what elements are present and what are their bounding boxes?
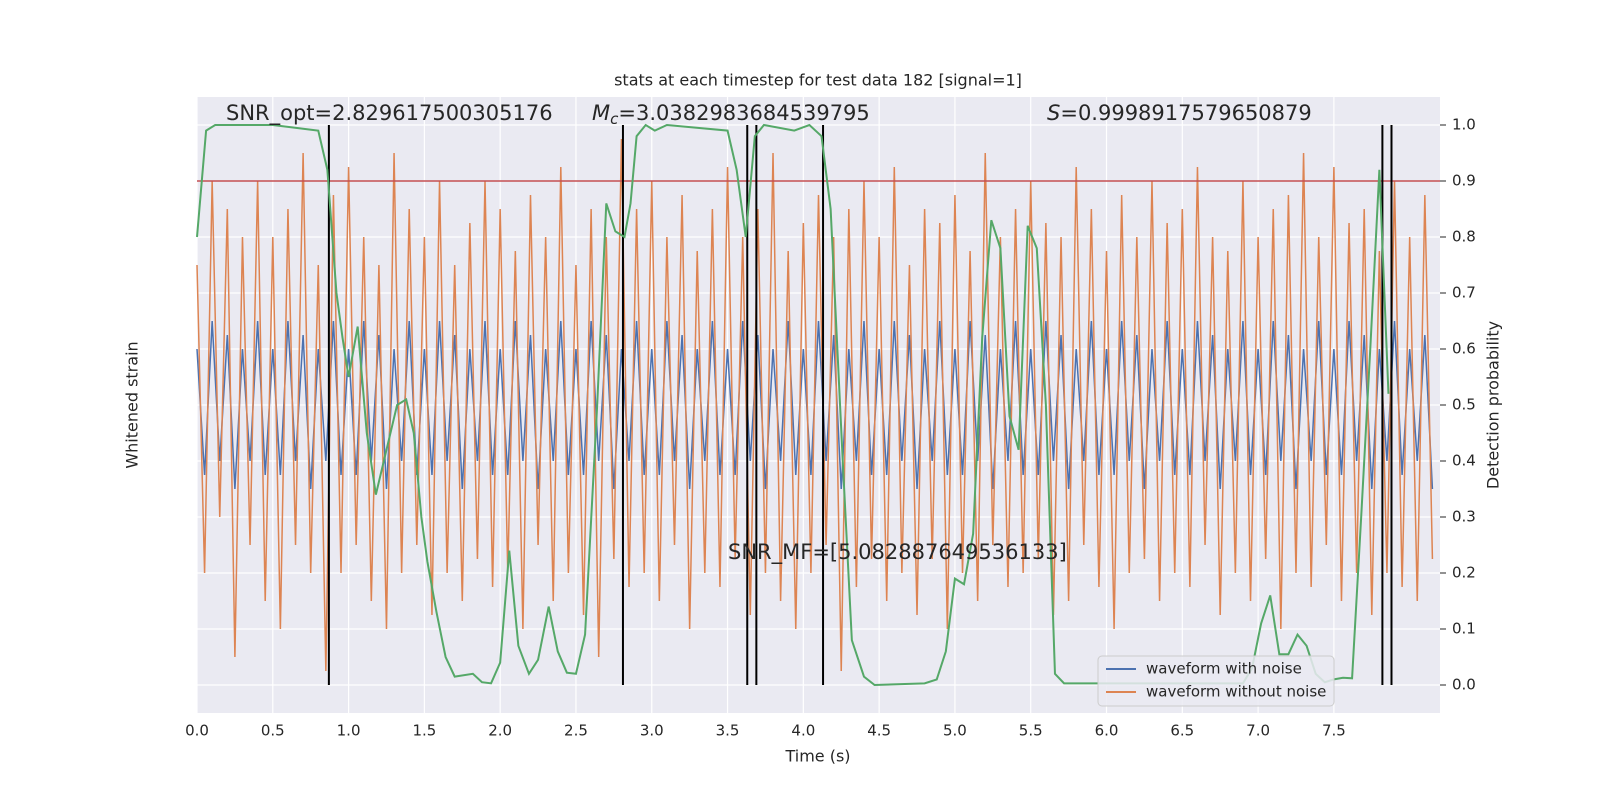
y2-axis-label: Detection probability xyxy=(1484,321,1503,489)
annotation-value: =0.9998917579650879 xyxy=(1060,101,1311,125)
annotation-value: =3.0382983684539795 xyxy=(618,101,869,125)
y2-tick-label: 0.2 xyxy=(1452,564,1476,582)
y2-tick-label: 0.1 xyxy=(1452,620,1476,638)
x-tick-label: 5.0 xyxy=(943,722,967,740)
x-tick-label: 6.0 xyxy=(1095,722,1119,740)
y2-tick-label: 0.8 xyxy=(1452,228,1476,246)
y2-tick-label: 1.0 xyxy=(1452,116,1476,134)
annotation: S=0.9998917579650879 xyxy=(1047,101,1312,125)
legend-box xyxy=(1097,655,1335,707)
x-axis-label: Time (s) xyxy=(784,747,850,766)
strain-line xyxy=(196,138,1434,672)
y2-tick-label: 0.3 xyxy=(1452,508,1476,526)
annotation: SNR_opt=2.829617500305176 xyxy=(226,101,553,126)
x-tick-label: 6.5 xyxy=(1170,722,1194,740)
y2-tick-label: 0.4 xyxy=(1452,452,1476,470)
y2-tick-label: 0.0 xyxy=(1452,676,1476,694)
x-tick-label: 7.0 xyxy=(1246,722,1270,740)
x-tick-label: 2.5 xyxy=(564,722,588,740)
y2-tick-label: 0.7 xyxy=(1452,284,1476,302)
annotation-subscript: c xyxy=(610,110,619,128)
x-tick-label: 2.0 xyxy=(488,722,512,740)
annotation-symbol: M xyxy=(592,101,610,125)
marks xyxy=(196,123,1440,687)
probability-line xyxy=(196,123,1390,687)
legend-label: waveform without noise xyxy=(1146,683,1326,701)
annotation: SNR_MF=[5.082887649536133] xyxy=(728,540,1067,565)
y2-tick-label: 0.5 xyxy=(1452,396,1476,414)
legend-label: waveform with noise xyxy=(1146,660,1302,678)
x-tick-label: 0.0 xyxy=(185,722,209,740)
x-tick-label: 4.0 xyxy=(791,722,815,740)
y2-tick-label: 0.9 xyxy=(1452,172,1476,190)
x-tick-label: 3.5 xyxy=(716,722,740,740)
x-tick-label: 1.5 xyxy=(412,722,436,740)
x-tick-label: 0.5 xyxy=(261,722,285,740)
legend: waveform with noise waveform without nois… xyxy=(1097,655,1335,707)
annotation: Mc=3.0382983684539795 xyxy=(592,101,870,128)
labels: 0.0 0.5 1.0 1.5 2.0 2.5 3.0 3.5 4.0 4.5 5.0 5.5 6.0 6… xyxy=(185,101,1476,740)
annotation-symbol: S xyxy=(1047,101,1060,125)
x-tick-label: 3.0 xyxy=(640,722,664,740)
chart-title: stats at each timestep for test data 182… xyxy=(614,71,1022,90)
x-tick-label: 7.5 xyxy=(1322,722,1346,740)
y2-tick-label: 0.6 xyxy=(1452,340,1476,358)
y-axis-label: Whitened strain xyxy=(123,341,142,468)
x-tick-label: 1.0 xyxy=(337,722,361,740)
x-tick-label: 5.5 xyxy=(1019,722,1043,740)
x-tick-label: 4.5 xyxy=(867,722,891,740)
